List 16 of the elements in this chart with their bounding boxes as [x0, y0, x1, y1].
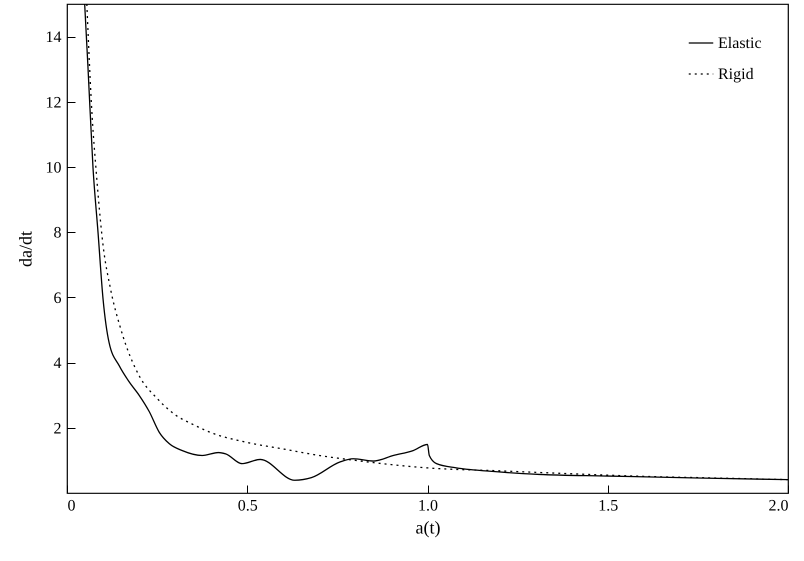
legend-label: Rigid	[718, 66, 754, 83]
x-tick-label: 0.5	[238, 498, 258, 514]
y-tick-label: 4	[54, 355, 62, 372]
x-axis-title: a(t)	[416, 518, 440, 538]
y-tick-label: 8	[54, 224, 62, 242]
y-tick-label: 14	[46, 29, 62, 46]
x-tick-label: 2.0	[768, 498, 788, 514]
legend-label: Elastic	[718, 35, 762, 52]
y-tick-label: 6	[54, 290, 62, 307]
y-tick-label: 12	[46, 94, 62, 112]
y-tick-label: 2	[54, 420, 62, 438]
x-tick-label: 1.5	[598, 498, 618, 514]
y-tick-label: 10	[46, 160, 62, 176]
x-tick-label: 0	[68, 498, 76, 514]
y-axis-title: da/dt	[16, 231, 36, 267]
x-tick-label: 1.0	[418, 498, 438, 514]
